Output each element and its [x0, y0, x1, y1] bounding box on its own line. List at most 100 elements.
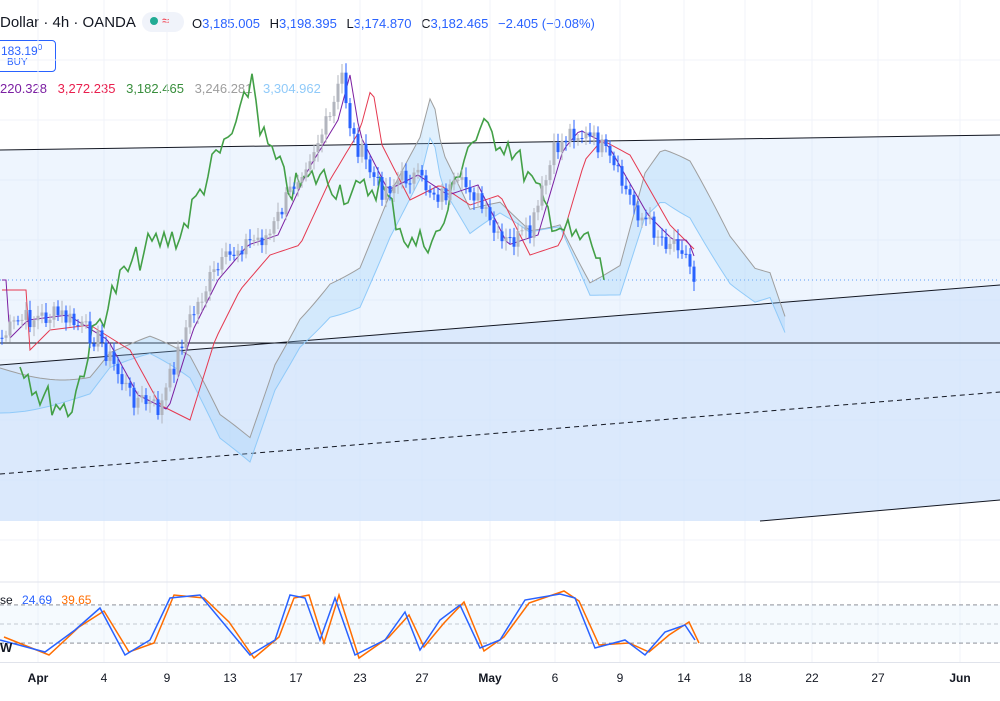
channel-mid-line [0, 284, 1000, 366]
candle-body [60, 310, 64, 316]
time-tick: 13 [223, 671, 237, 685]
ind-value-chikou: 3,182.465 [126, 81, 184, 96]
candle-body [340, 72, 344, 84]
buy-button[interactable]: 183.190 BUY [0, 40, 56, 72]
candle-body [148, 401, 152, 405]
candle-body [600, 139, 604, 153]
candle-body [244, 239, 248, 255]
candle-body [124, 382, 128, 385]
candle-body [64, 310, 68, 323]
stochastic-pane [0, 581, 1000, 660]
time-tick: 18 [738, 671, 752, 685]
ohlc-values: O3,185.005 H3,198.395 L3,174.870 C3,182.… [192, 16, 601, 31]
candle-body [32, 320, 36, 328]
candle-body [24, 309, 28, 320]
candle-body [100, 330, 104, 343]
candle-body [412, 172, 416, 184]
candle-body [268, 233, 272, 236]
candle-body [364, 143, 368, 160]
time-tick: May [478, 671, 502, 685]
candle-body [252, 240, 256, 242]
change-value: −2.405 (−0.08%) [498, 16, 595, 31]
candle-body [172, 368, 176, 375]
candle-body [556, 142, 560, 153]
candle-body [44, 312, 48, 323]
candle-body [380, 177, 384, 200]
candle-body [216, 269, 220, 271]
candle-body [572, 128, 576, 141]
time-tick: Apr [27, 671, 49, 685]
candle-body [580, 137, 584, 139]
candle-body [328, 116, 332, 118]
candle-body [336, 83, 340, 102]
candle-body [188, 314, 192, 328]
candle-body [260, 237, 264, 246]
candle-body [680, 250, 684, 254]
ind-value-tenkan: 220.328 [0, 81, 47, 96]
candle-body [72, 313, 76, 326]
candle-body [528, 225, 532, 238]
candle-body [612, 155, 616, 166]
candle-body [424, 175, 428, 191]
channel-drawings [0, 134, 1000, 522]
candle-body [236, 250, 240, 256]
chikou-line [19, 73, 605, 419]
low-value: 3,174.870 [353, 16, 412, 31]
candle-body [592, 132, 596, 137]
candle-body [440, 188, 444, 202]
indicator-values: 220.328 3,272.235 3,182.465 3,246.281 3,… [0, 81, 328, 96]
channel-top-line [0, 134, 1000, 151]
candle-body [576, 137, 580, 141]
candle-body [200, 301, 204, 303]
time-tick: 9 [616, 671, 624, 685]
candle-body [488, 207, 492, 221]
candle-body [20, 319, 24, 321]
candle-body [652, 216, 656, 238]
candle-body [532, 212, 536, 238]
candle-body [636, 205, 640, 221]
candle-body [12, 320, 16, 322]
stoch-legend: se 24.69 39.65 [0, 593, 97, 607]
time-tick: 4 [100, 671, 108, 685]
close-key: C [421, 16, 431, 31]
candle-body [464, 177, 468, 188]
candle-body [684, 253, 688, 255]
candle-body [484, 207, 488, 209]
candle-body [648, 216, 652, 220]
candle-body [432, 192, 436, 195]
approx-icon[interactable]: ≈ [162, 13, 170, 28]
candle-body [468, 187, 472, 193]
candles [0, 63, 696, 424]
candle-body [288, 186, 292, 193]
symbol-title[interactable]: Dollar · 4h · OANDA [0, 14, 136, 31]
open-key: O [192, 16, 203, 31]
senkou-span-b [0, 136, 786, 463]
close-value: 3,182.465 [430, 16, 489, 31]
candle-body [456, 179, 460, 181]
candle-body [472, 192, 476, 201]
candle-body [388, 186, 392, 194]
candle-body [132, 387, 136, 408]
candle-body [352, 128, 356, 134]
candle-body [632, 194, 636, 206]
candle-body [320, 134, 324, 144]
candle-body [212, 269, 216, 272]
candle-body [544, 180, 548, 186]
candle-body [520, 230, 524, 232]
candle-body [80, 321, 84, 326]
candle-body [496, 231, 500, 233]
candle-body [688, 254, 692, 267]
low-key: L [346, 16, 354, 31]
time-axis[interactable]: Apr 4 9 13 17 23 27 May 6 9 14 18 22 27 Jun [0, 662, 1000, 701]
candle-body [164, 387, 168, 401]
candle-body [112, 351, 116, 364]
candle-body [176, 346, 180, 375]
candle-body [560, 140, 564, 153]
candle-body [584, 132, 588, 139]
candle-body [160, 400, 164, 416]
candle-body [360, 143, 364, 157]
candle-body [48, 319, 52, 323]
candle-body [228, 251, 232, 255]
candle-body [416, 169, 420, 173]
